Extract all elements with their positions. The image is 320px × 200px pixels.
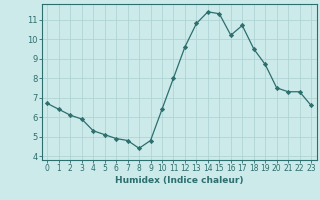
- X-axis label: Humidex (Indice chaleur): Humidex (Indice chaleur): [115, 176, 244, 185]
